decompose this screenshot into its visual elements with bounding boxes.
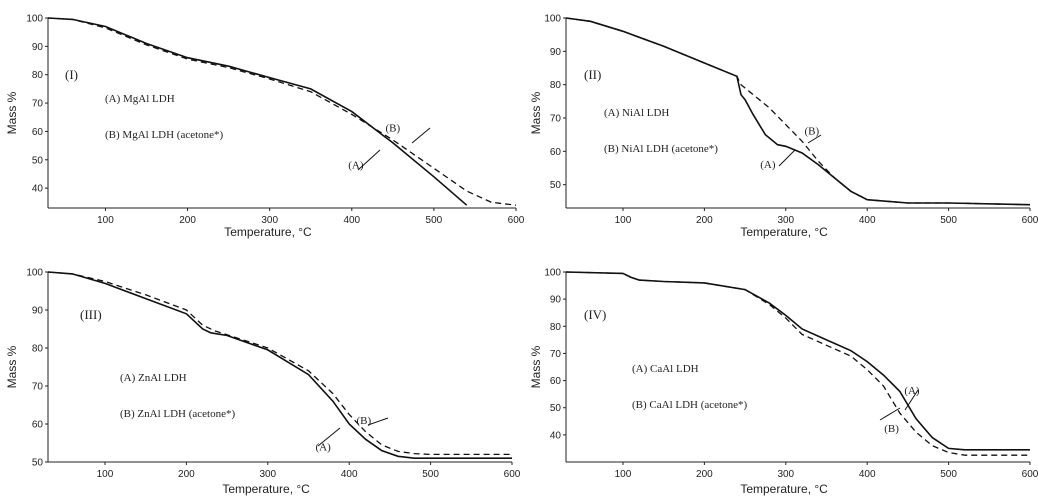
annotation-label: (B) <box>884 423 899 435</box>
series-a-line <box>47 271 512 460</box>
x-tick-label: 500 <box>940 215 957 226</box>
x-tick-label: 500 <box>940 469 957 480</box>
legend-entry: (B) CaAl LDH (acetone*) <box>632 399 747 411</box>
x-tick-label: 200 <box>178 469 195 480</box>
x-tick-label: 400 <box>341 469 358 480</box>
legend-entry: (B) MgAl LDH (acetone*) <box>105 129 224 141</box>
x-tick-label: 600 <box>1022 215 1038 226</box>
x-tick-label: 300 <box>259 469 276 480</box>
y-tick-label: 70 <box>32 382 44 393</box>
panel-label: (I) <box>65 67 78 82</box>
x-tick-label: 300 <box>777 215 794 226</box>
y-tick-label: 60 <box>32 127 44 138</box>
annotation-label: (A) <box>904 385 920 397</box>
y-axis-title: Mass % <box>5 345 19 388</box>
y-tick-label: 50 <box>550 403 562 414</box>
panel-3: 100 200 300 400 500 600 50 60 70 80 90 100 Temperatu… <box>5 268 521 496</box>
y-tick-label: 100 <box>544 268 561 279</box>
x-tick-label: 600 <box>1022 469 1038 480</box>
annotation-label: (B) <box>357 415 372 427</box>
legend-entry: (A) ZnAl LDH <box>120 372 187 384</box>
annotation-leader <box>367 417 389 426</box>
annotation-label: (A) <box>316 442 332 454</box>
y-tick-label: 70 <box>32 99 44 110</box>
annotation-leader <box>879 407 901 421</box>
series-b-line <box>47 271 512 456</box>
y-tick-label: 50 <box>32 155 44 166</box>
y-tick-label: 40 <box>32 184 44 195</box>
x-axis-title: Temperature, °C <box>740 482 828 496</box>
series-b-line <box>565 271 1030 456</box>
x-tick-label: 100 <box>97 215 114 226</box>
annotation-leader <box>317 427 341 447</box>
legend-entry: (A) MgAl LDH <box>105 93 175 105</box>
series-b-line <box>565 17 1031 206</box>
x-tick-label: 200 <box>179 215 196 226</box>
y-axis-title: Mass % <box>529 345 543 388</box>
y-tick-label: 100 <box>26 14 43 25</box>
y-tick-label: 60 <box>550 147 562 158</box>
y-tick-label: 100 <box>26 268 43 279</box>
annotation-label: (A) <box>348 159 364 171</box>
panel-label: (III) <box>80 307 102 322</box>
series-a-line <box>565 271 1030 451</box>
x-axis-title: Temperature, °C <box>740 225 828 239</box>
series-a-line <box>565 17 1031 206</box>
y-tick-label: 80 <box>32 344 44 355</box>
series-b-line <box>47 17 517 206</box>
x-tick-label: 200 <box>696 469 713 480</box>
x-tick-label: 400 <box>343 215 360 226</box>
y-tick-label: 70 <box>550 349 562 360</box>
y-tick-label: 60 <box>550 376 562 387</box>
legend-entry: (B) ZnAl LDH (acetone*) <box>120 408 235 420</box>
x-axis-title: Temperature, °C <box>224 225 312 239</box>
x-tick-label: 100 <box>97 469 114 480</box>
y-tick-label: 40 <box>550 430 562 441</box>
y-axis-title: Mass % <box>529 91 543 134</box>
panel-1: 100 200 300 400 500 600 40 50 60 70 80 90 100 Tempera… <box>5 14 525 240</box>
annotation-label: (B) <box>805 126 820 138</box>
x-tick-label: 200 <box>696 215 713 226</box>
panel-label: (II) <box>584 67 601 82</box>
annotation-leader <box>411 127 431 144</box>
legend-entry: (B) NiAl LDH (acetone*) <box>604 143 718 155</box>
y-tick-label: 90 <box>32 42 44 53</box>
x-tick-label: 600 <box>504 469 521 480</box>
x-tick-label: 100 <box>615 215 632 226</box>
x-tick-label: 100 <box>615 469 632 480</box>
y-tick-label: 90 <box>550 295 562 306</box>
legend-entry: (A) NiAl LDH <box>604 107 669 119</box>
x-tick-label: 400 <box>859 215 876 226</box>
panel-4: 100 200 300 400 500 600 40 50 60 70 80 90 100 Tempera… <box>529 268 1038 496</box>
x-tick-label: 300 <box>777 469 794 480</box>
annotation-leader <box>357 149 381 171</box>
y-tick-label: 90 <box>550 47 562 58</box>
y-tick-label: 80 <box>550 80 562 91</box>
x-tick-label: 300 <box>261 215 278 226</box>
y-tick-label: 50 <box>550 180 562 191</box>
x-tick-label: 400 <box>859 469 876 480</box>
y-tick-label: 100 <box>544 14 561 25</box>
y-tick-label: 70 <box>550 114 562 125</box>
panel-label: (IV) <box>584 307 606 322</box>
x-tick-label: 600 <box>508 215 525 226</box>
annotation-label: (A) <box>760 159 776 171</box>
y-tick-label: 80 <box>550 322 562 333</box>
y-tick-label: 60 <box>32 420 44 431</box>
annotation-leader <box>807 134 822 144</box>
x-axis-title: Temperature, °C <box>222 482 310 496</box>
legend-entry: (A) CaAl LDH <box>632 363 699 375</box>
annotation-leader <box>904 389 919 411</box>
annotation-label: (B) <box>386 122 401 134</box>
annotation-leader <box>778 149 796 167</box>
panel-2: 100 200 300 400 500 600 50 60 70 80 90 100 Temperatu… <box>529 14 1038 240</box>
y-tick-label: 80 <box>32 70 44 81</box>
y-tick-label: 50 <box>32 458 44 469</box>
x-tick-label: 500 <box>426 215 443 226</box>
y-tick-label: 90 <box>32 306 44 317</box>
y-axis-title: Mass % <box>5 91 19 134</box>
x-tick-label: 500 <box>422 469 439 480</box>
series-a-line <box>47 17 468 206</box>
